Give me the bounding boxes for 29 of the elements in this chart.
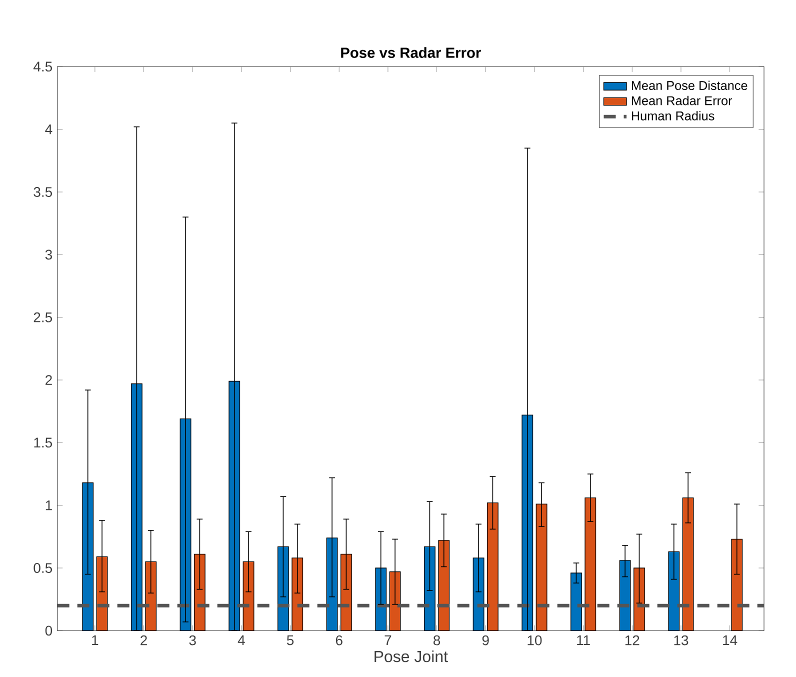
- x-tick-label: 3: [189, 635, 196, 646]
- y-tick-label: 4: [45, 124, 52, 134]
- legend-label: Mean Radar Error: [632, 96, 732, 106]
- x-tick-label: 10: [528, 635, 542, 646]
- y-tick-label: 1.5: [34, 438, 52, 448]
- x-tick-label: 13: [674, 635, 688, 646]
- y-tick-label: 2: [46, 374, 52, 385]
- legend-label: Human Radius: [632, 110, 714, 120]
- y-tick-label: 3.5: [34, 186, 52, 197]
- x-axis-title: Pose Joint: [374, 650, 448, 662]
- x-tick-label: 11: [577, 635, 590, 645]
- x-tick-label: 2: [140, 635, 147, 645]
- legend-label: Mean Pose Distance: [632, 80, 748, 90]
- y-tick-label: 0: [45, 626, 52, 636]
- x-tick-label: 8: [434, 635, 440, 646]
- y-tick-label: 0.5: [34, 562, 52, 573]
- x-tick-label: 12: [625, 635, 640, 645]
- x-tick-label: 5: [286, 635, 294, 645]
- x-tick-label: 9: [482, 635, 489, 646]
- x-tick-label: 4: [238, 635, 245, 645]
- y-tick-label: 4.5: [33, 62, 52, 72]
- y-tick-label: 2.5: [34, 312, 52, 322]
- x-tick-label: 1: [92, 635, 98, 645]
- y-tick-label: 1: [46, 500, 52, 510]
- x-tick-label: 6: [336, 635, 342, 646]
- chart-title: Pose vs Radar Error: [341, 47, 481, 58]
- y-tick-label: 3: [45, 250, 52, 260]
- x-tick-label: 14: [723, 635, 738, 645]
- x-tick-label: 7: [384, 635, 392, 645]
